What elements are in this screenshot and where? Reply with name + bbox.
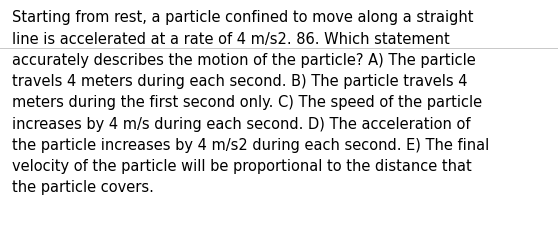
- Text: Starting from rest, a particle confined to move along a straight
line is acceler: Starting from rest, a particle confined …: [12, 10, 489, 194]
